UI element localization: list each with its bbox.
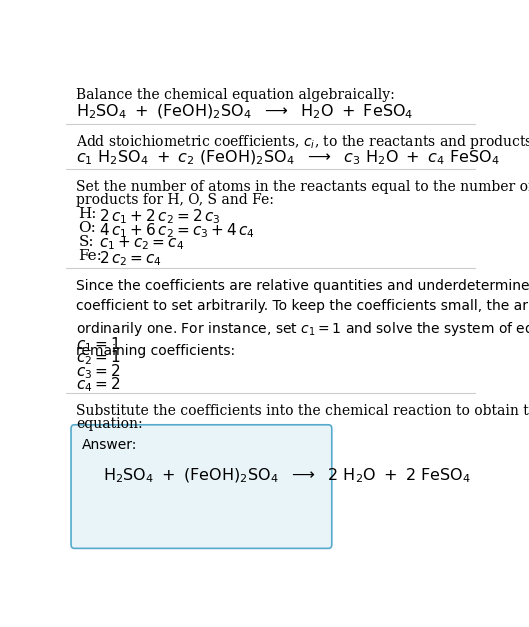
Text: $\mathsf{H_2SO_4}$$\mathsf{\ +\ (FeOH)_2SO_4}$$\ \ \mathsf{\longrightarrow}\ \ $: $\mathsf{H_2SO_4}$$\mathsf{\ +\ (FeOH)_2…: [76, 103, 414, 121]
Text: $c_1\ \mathsf{H_2SO_4\ +\ }c_2\ \mathsf{(FeOH)_2SO_4}$$\ \ \mathsf{\longrightarr: $c_1\ \mathsf{H_2SO_4\ +\ }c_2\ \mathsf{…: [76, 149, 500, 167]
Text: Balance the chemical equation algebraically:: Balance the chemical equation algebraica…: [76, 88, 395, 102]
Text: products for H, O, S and Fe:: products for H, O, S and Fe:: [76, 192, 274, 206]
Text: S:: S:: [78, 235, 94, 249]
Text: equation:: equation:: [76, 417, 143, 431]
Text: $\mathsf{H_2SO_4\ +\ (FeOH)_2SO_4}$$\ \ \mathsf{\longrightarrow}\ \ $$\mathsf{2\: $\mathsf{H_2SO_4\ +\ (FeOH)_2SO_4}$$\ \ …: [103, 466, 471, 485]
Text: $c_4 = 2$: $c_4 = 2$: [76, 376, 121, 394]
Text: $c_3 = 2$: $c_3 = 2$: [76, 362, 121, 381]
Text: H:: H:: [78, 207, 97, 221]
Text: Substitute the coefficients into the chemical reaction to obtain the balanced: Substitute the coefficients into the che…: [76, 404, 529, 418]
Text: $c_1 + c_2 = c_4$: $c_1 + c_2 = c_4$: [99, 235, 184, 252]
Text: Set the number of atoms in the reactants equal to the number of atoms in the: Set the number of atoms in the reactants…: [76, 179, 529, 194]
Text: $c_1 = 1$: $c_1 = 1$: [76, 335, 121, 354]
Text: O:: O:: [78, 221, 96, 235]
FancyBboxPatch shape: [71, 424, 332, 549]
Text: Since the coefficients are relative quantities and underdetermined, choose a
coe: Since the coefficients are relative quan…: [76, 279, 529, 358]
Text: Add stoichiometric coefficients, $c_i$, to the reactants and products:: Add stoichiometric coefficients, $c_i$, …: [76, 133, 529, 151]
Text: $4\,c_1 + 6\,c_2 = c_3 + 4\,c_4$: $4\,c_1 + 6\,c_2 = c_3 + 4\,c_4$: [99, 221, 255, 240]
Text: $2\,c_1 + 2\,c_2 = 2\,c_3$: $2\,c_1 + 2\,c_2 = 2\,c_3$: [99, 207, 221, 226]
Text: $2\,c_2 = c_4$: $2\,c_2 = c_4$: [99, 249, 162, 268]
Text: $c_2 = 1$: $c_2 = 1$: [76, 349, 121, 367]
Text: Fe:: Fe:: [78, 249, 102, 263]
Text: Answer:: Answer:: [81, 438, 137, 452]
